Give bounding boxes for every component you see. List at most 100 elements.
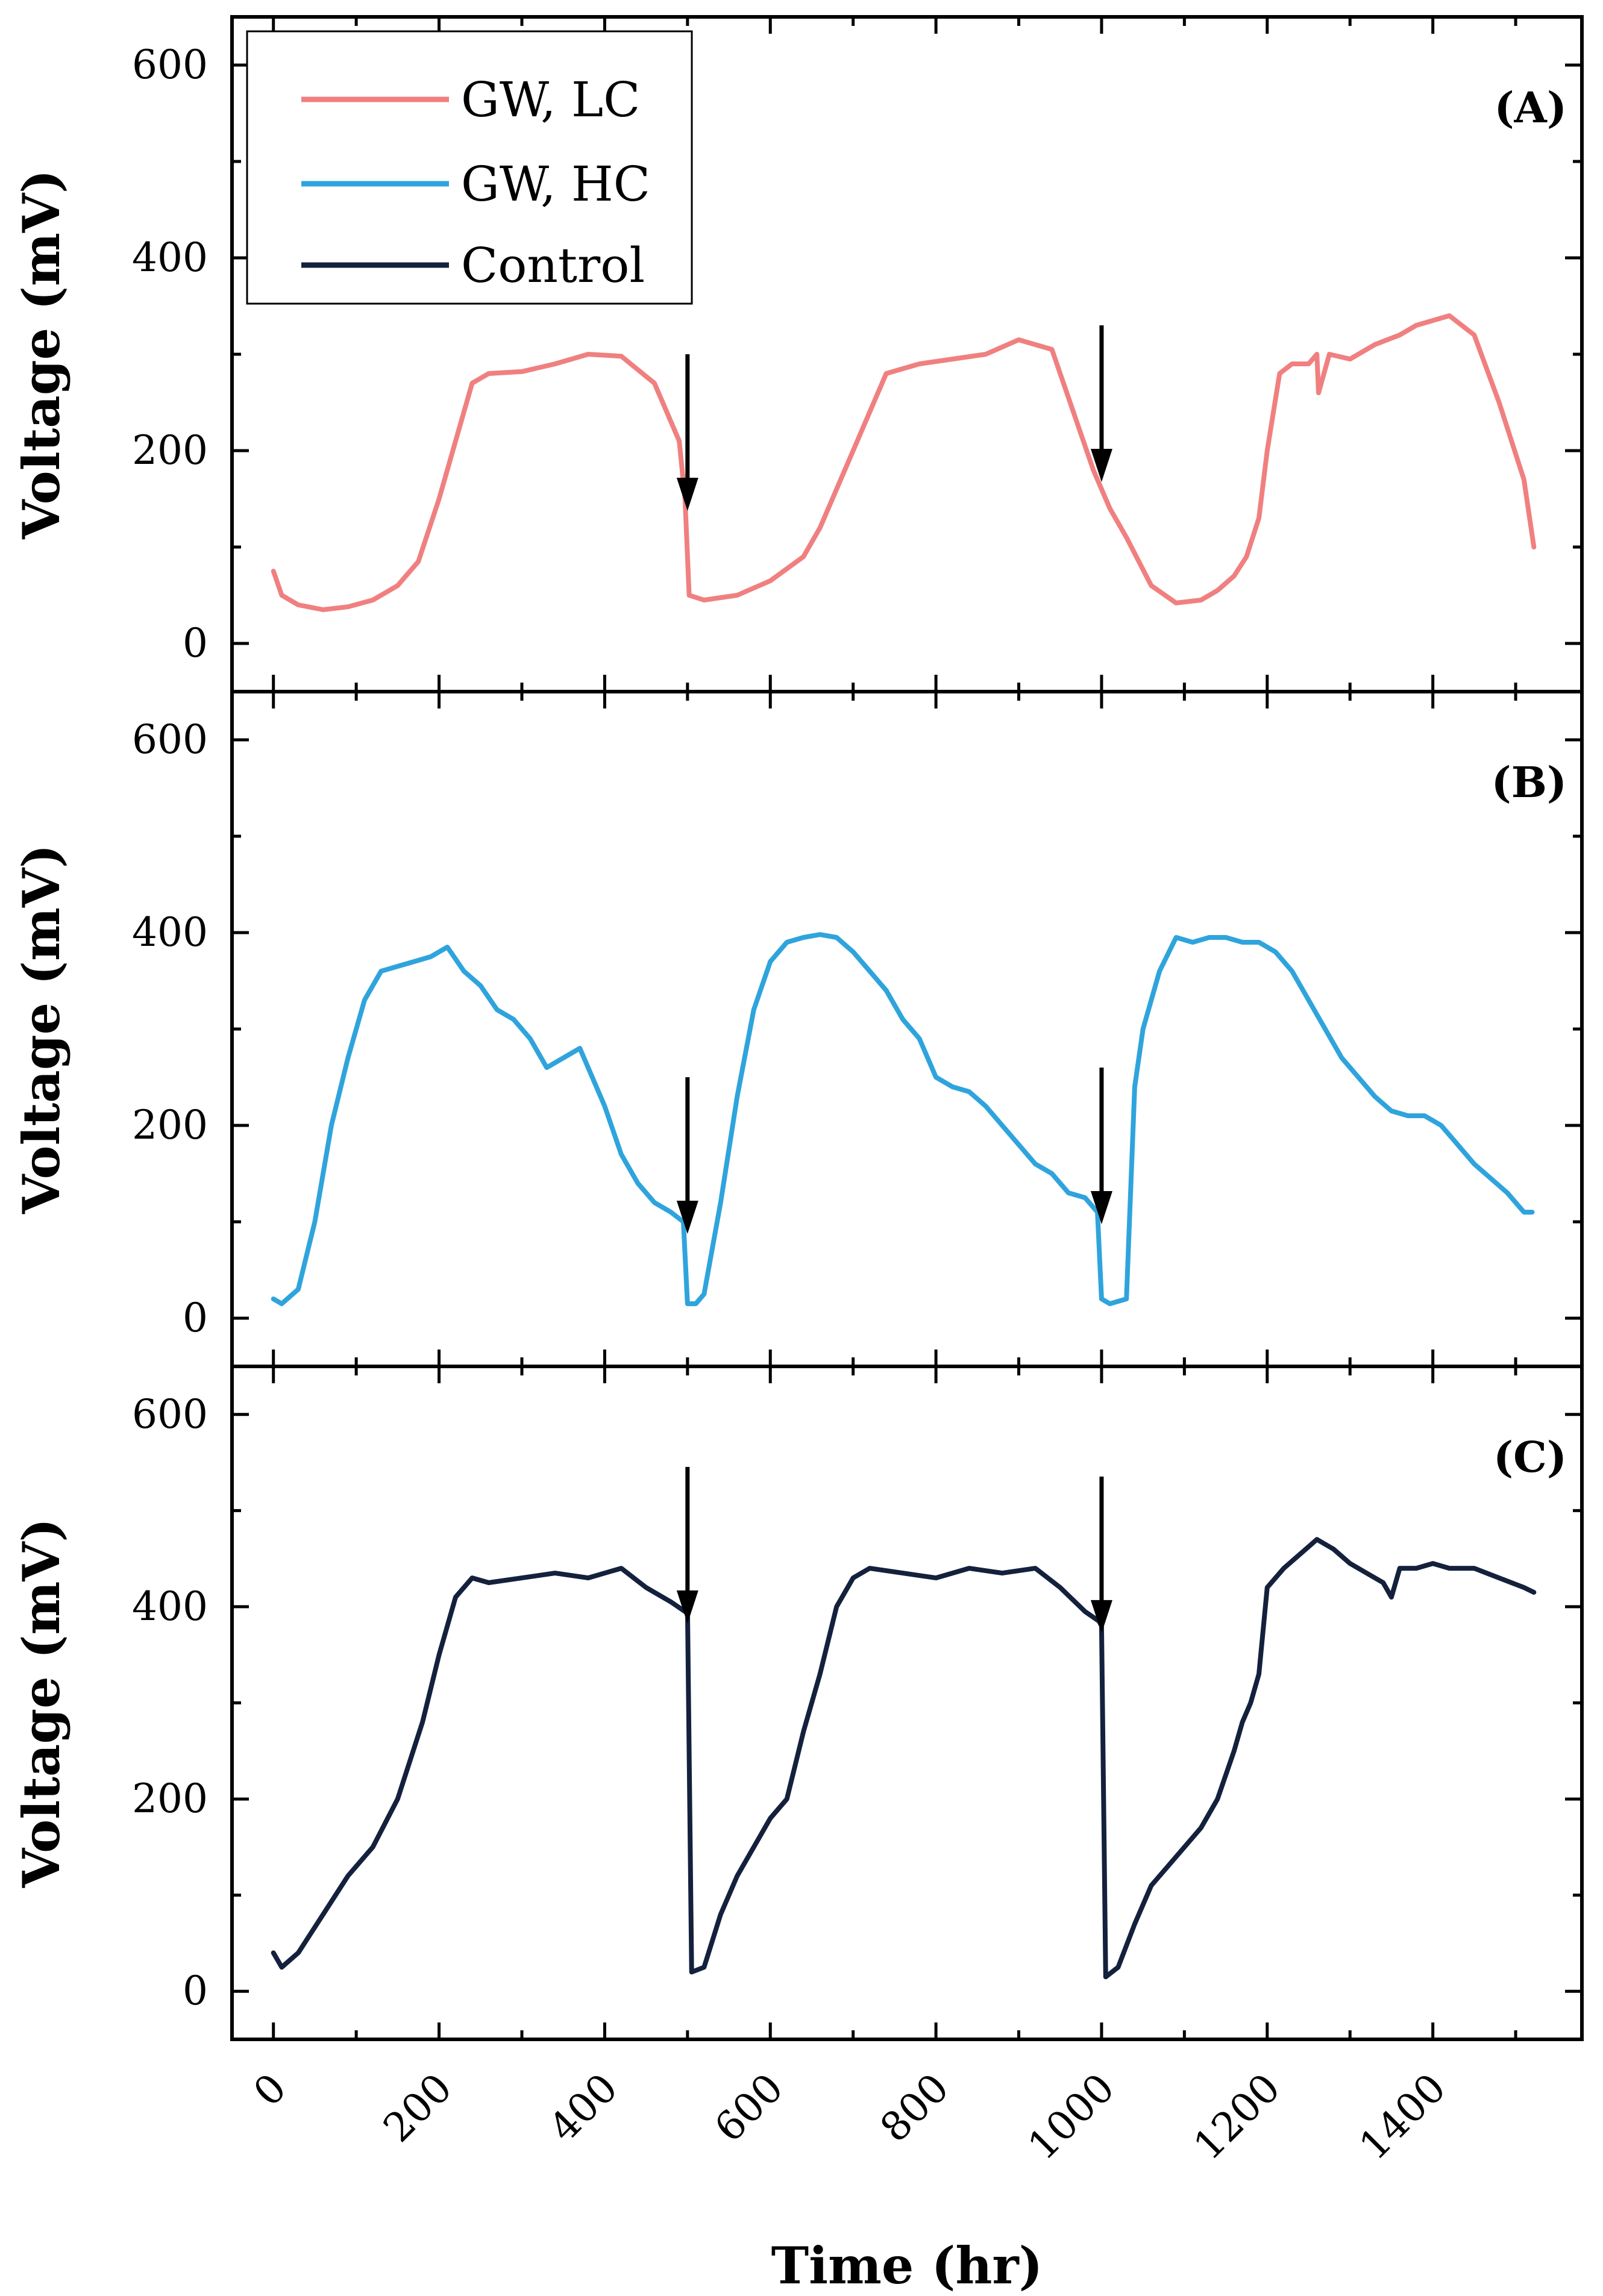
data-point — [1200, 1827, 1202, 1828]
data-point — [1349, 358, 1350, 360]
data-point — [1084, 1611, 1085, 1612]
data-point — [281, 595, 282, 596]
data-point — [579, 1048, 580, 1049]
data-point — [703, 1293, 704, 1295]
data-point — [472, 1577, 473, 1578]
legend-label-gw-hc: GW, HC — [461, 156, 650, 212]
data-point — [372, 599, 374, 601]
data-point — [298, 1289, 299, 1290]
data-point — [670, 1601, 671, 1603]
data-point — [1341, 1057, 1342, 1059]
data-point — [736, 595, 738, 596]
data-point — [1291, 363, 1293, 364]
series-line-gw-hc — [271, 932, 1535, 1306]
data-point — [1018, 1144, 1020, 1145]
data-point — [720, 1914, 721, 1915]
data-point — [430, 956, 431, 957]
data-point — [1192, 942, 1193, 943]
data-point — [439, 1654, 440, 1656]
data-point — [1300, 1553, 1301, 1554]
data-point — [1507, 1192, 1508, 1193]
data-point — [331, 1125, 332, 1126]
data-point — [1490, 1178, 1492, 1179]
x-axis-title: Time (hr) — [771, 2236, 1043, 2295]
panels-layer: 0 200 400 600 Voltage (mV) (A) 0 200 400 600 Volta… — [11, 15, 1584, 2041]
y-tick-label: 200 — [132, 1775, 208, 1822]
data-point — [1473, 1568, 1475, 1569]
data-point — [1209, 937, 1210, 938]
data-point — [1499, 402, 1500, 403]
data-point — [1275, 951, 1276, 952]
data-point — [588, 1577, 589, 1578]
data-point — [546, 1067, 547, 1068]
data-point — [770, 580, 771, 581]
legend-frame — [246, 30, 693, 305]
data-point — [530, 1038, 531, 1039]
data-point — [687, 1303, 688, 1304]
data-point — [654, 383, 655, 384]
data-point — [985, 354, 987, 355]
data-point — [753, 1847, 754, 1848]
data-point — [397, 966, 398, 967]
data-point — [1267, 1587, 1268, 1588]
panel-c: 0 200 400 600 Voltage (mV) (C) — [11, 1365, 1584, 2041]
data-point — [753, 1009, 754, 1010]
data-point — [952, 1086, 953, 1087]
down-arrow-icon — [1090, 449, 1112, 482]
data-point — [1407, 1115, 1408, 1116]
data-point — [736, 1875, 738, 1877]
data-point — [869, 1568, 870, 1569]
x-tick-label: 0 — [245, 2065, 295, 2115]
data-point — [703, 1966, 704, 1968]
data-point — [621, 1154, 622, 1155]
data-point — [1250, 1703, 1251, 1704]
data-point — [314, 1221, 315, 1222]
data-point — [1002, 1572, 1003, 1574]
data-point — [588, 354, 589, 355]
data-point — [703, 599, 704, 601]
data-point — [853, 951, 854, 952]
data-point — [521, 371, 522, 372]
data-point — [422, 1721, 423, 1722]
data-point — [695, 1303, 697, 1304]
data-point — [1068, 1192, 1069, 1193]
x-axis: 0 200 400 600 800 1000 1200 1400 — [245, 2065, 1455, 2169]
data-point — [869, 971, 870, 972]
data-point — [1150, 1885, 1152, 1886]
data-point — [322, 1914, 324, 1915]
data-point — [853, 450, 854, 451]
data-point — [1176, 937, 1177, 938]
data-point — [1279, 373, 1280, 374]
data-point — [886, 990, 887, 991]
data-point — [1200, 599, 1202, 601]
data-point — [1093, 469, 1094, 471]
data-point — [281, 1303, 282, 1304]
data-point — [604, 1106, 605, 1107]
data-point — [820, 527, 821, 528]
data-point — [298, 1952, 299, 1953]
x-tick-label: 600 — [706, 2065, 792, 2151]
data-point — [1523, 1212, 1525, 1213]
data-point — [1374, 344, 1375, 345]
data-point — [919, 363, 920, 364]
data-point — [1533, 546, 1534, 548]
data-point — [1134, 1086, 1135, 1087]
data-point — [1143, 1028, 1144, 1030]
data-point — [298, 604, 299, 605]
data-point — [1035, 1568, 1036, 1569]
data-point — [273, 1952, 274, 1953]
data-point — [902, 1019, 903, 1020]
data-point — [1159, 971, 1160, 972]
legend-label-control: Control — [461, 237, 645, 293]
down-arrow-icon — [1090, 1600, 1112, 1633]
data-point — [347, 606, 348, 607]
data-point — [1258, 518, 1260, 519]
down-arrow-icon — [676, 1590, 698, 1624]
data-point — [1105, 1976, 1106, 1977]
data-point — [488, 1582, 489, 1583]
data-point — [836, 937, 837, 938]
data-point — [985, 1106, 987, 1107]
data-point — [654, 1202, 655, 1203]
data-point — [1382, 1582, 1384, 1583]
data-point — [1126, 1298, 1127, 1300]
